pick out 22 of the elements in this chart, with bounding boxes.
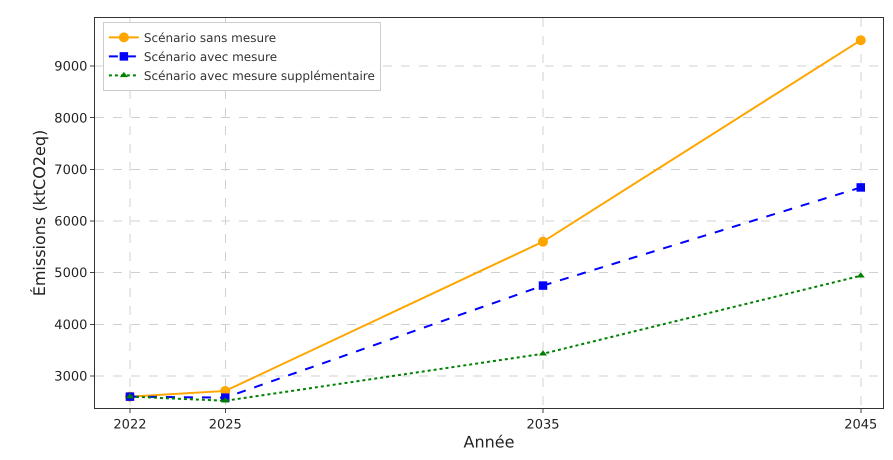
y-tick-label: 4000	[54, 318, 88, 333]
y-tick-label: 5000	[54, 266, 88, 282]
legend-label: Scénario sans mesure	[144, 31, 276, 46]
y-tick-label: 9000	[54, 60, 88, 75]
legend-label: Scénario avec mesure supplémentaire	[144, 69, 375, 84]
legend-label: Scénario avec mesure	[144, 50, 278, 64]
x-tick-label: 2022	[113, 418, 146, 433]
y-tick-label: 7000	[54, 162, 88, 178]
x-axis-title: Année	[464, 432, 514, 452]
x-tick-label: 2045	[844, 418, 878, 433]
x-tick-label: 2035	[526, 418, 560, 433]
point	[856, 272, 865, 278]
point	[856, 35, 866, 46]
point	[221, 397, 230, 403]
y-tick-label: 8000	[54, 111, 88, 126]
x-tick-label: 2025	[208, 418, 242, 433]
point	[538, 236, 548, 247]
point	[856, 183, 866, 192]
point	[538, 281, 548, 290]
y-tick-label: 6000	[54, 214, 88, 230]
y-tick-label: 3000	[54, 370, 88, 385]
y-axis-title: Émissions (ktCO2eq)	[30, 130, 50, 296]
